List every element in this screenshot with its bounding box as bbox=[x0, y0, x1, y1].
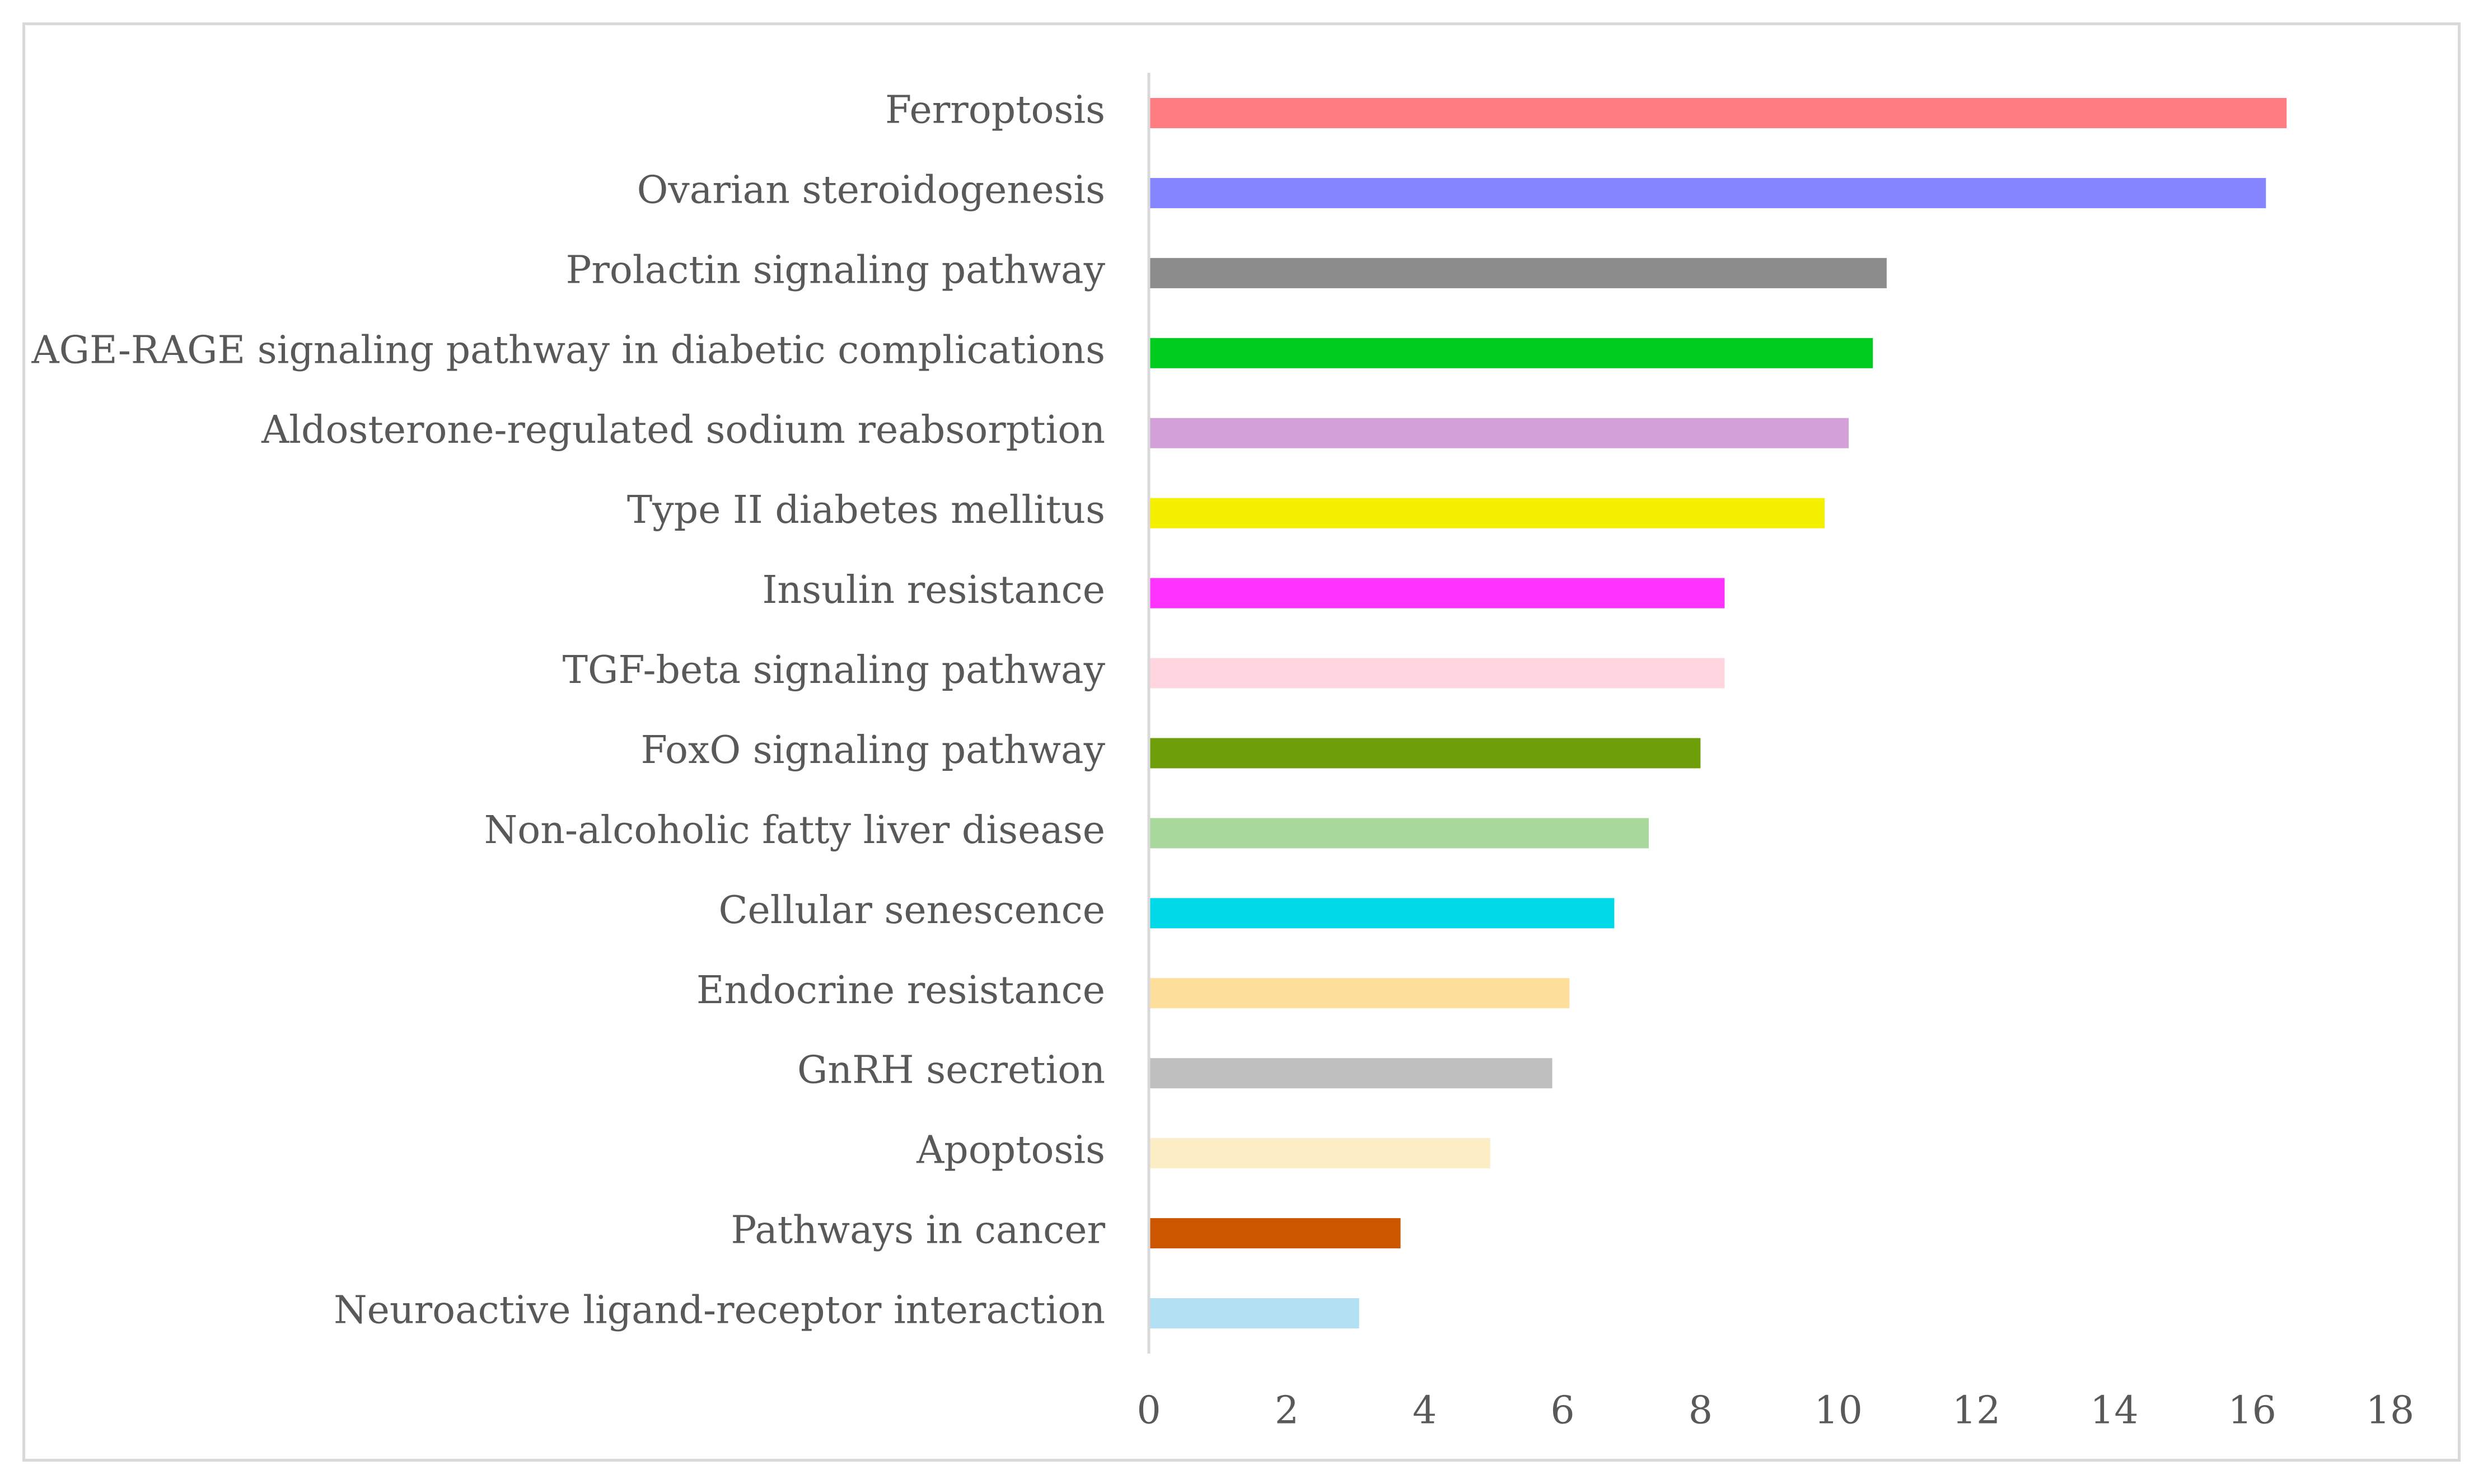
bar-4 bbox=[1149, 418, 1849, 448]
bar-15 bbox=[1149, 1298, 1359, 1328]
bar-14 bbox=[1149, 1218, 1401, 1249]
category-labels: Ferroptosis Ovarian steroidogenesis Prolac… bbox=[31, 88, 1106, 1333]
bar-7 bbox=[1149, 658, 1725, 689]
x-tick-label-4: 8 bbox=[1689, 1389, 1713, 1433]
category-label-6: Insulin resistance bbox=[762, 568, 1105, 612]
x-tick-label-0: 0 bbox=[1137, 1389, 1161, 1433]
bar-2 bbox=[1149, 258, 1887, 288]
bar-3 bbox=[1149, 338, 1873, 368]
x-tick-label-9: 18 bbox=[2366, 1389, 2415, 1433]
category-label-10: Cellular senescence bbox=[719, 888, 1106, 933]
x-axis-ticks: 0 2 4 6 8 10 12 14 16 18 bbox=[1137, 1389, 2414, 1433]
bar-11 bbox=[1149, 978, 1570, 1009]
x-tick-label-6: 12 bbox=[1952, 1389, 2001, 1433]
bar-13 bbox=[1149, 1138, 1490, 1169]
category-label-0: Ferroptosis bbox=[885, 88, 1105, 133]
x-tick-label-3: 6 bbox=[1550, 1389, 1574, 1433]
bar-5 bbox=[1149, 498, 1825, 528]
bars-layer bbox=[1149, 98, 2287, 1328]
category-label-3: AGE-RAGE signaling pathway in diabetic c… bbox=[31, 328, 1105, 372]
category-label-7: TGF-beta signaling pathway bbox=[563, 648, 1106, 692]
x-tick-label-5: 10 bbox=[1814, 1389, 1863, 1433]
category-label-13: Apoptosis bbox=[916, 1129, 1105, 1173]
bar-1 bbox=[1149, 177, 2266, 208]
bar-6 bbox=[1149, 578, 1725, 608]
bar-chart: Ferroptosis Ovarian steroidogenesis Prolac… bbox=[31, 73, 2414, 1433]
category-label-8: FoxO signaling pathway bbox=[641, 728, 1106, 773]
x-tick-label-8: 16 bbox=[2228, 1389, 2276, 1433]
bar-10 bbox=[1149, 898, 1615, 929]
bar-9 bbox=[1149, 818, 1649, 849]
category-label-2: Prolactin signaling pathway bbox=[566, 248, 1106, 292]
category-label-15: Neuroactive ligand-receptor interaction bbox=[334, 1289, 1105, 1333]
category-label-11: Endocrine resistance bbox=[696, 968, 1105, 1013]
category-label-4: Aldosterone-regulated sodium reabsorptio… bbox=[261, 408, 1105, 452]
bar-8 bbox=[1149, 738, 1701, 769]
bar-12 bbox=[1149, 1058, 1553, 1089]
category-label-14: Pathways in cancer bbox=[731, 1209, 1106, 1253]
category-label-1: Ovarian steroidogenesis bbox=[637, 168, 1105, 212]
x-tick-label-1: 2 bbox=[1275, 1389, 1299, 1433]
chart-frame: Ferroptosis Ovarian steroidogenesis Prolac… bbox=[22, 22, 2461, 1462]
bar-0 bbox=[1149, 98, 2287, 128]
category-label-12: GnRH secretion bbox=[797, 1048, 1105, 1093]
category-label-9: Non-alcoholic fatty liver disease bbox=[484, 808, 1105, 853]
category-label-5: Type II diabetes mellitus bbox=[627, 488, 1105, 532]
x-tick-label-2: 4 bbox=[1413, 1389, 1437, 1433]
x-tick-label-7: 14 bbox=[2090, 1389, 2139, 1433]
